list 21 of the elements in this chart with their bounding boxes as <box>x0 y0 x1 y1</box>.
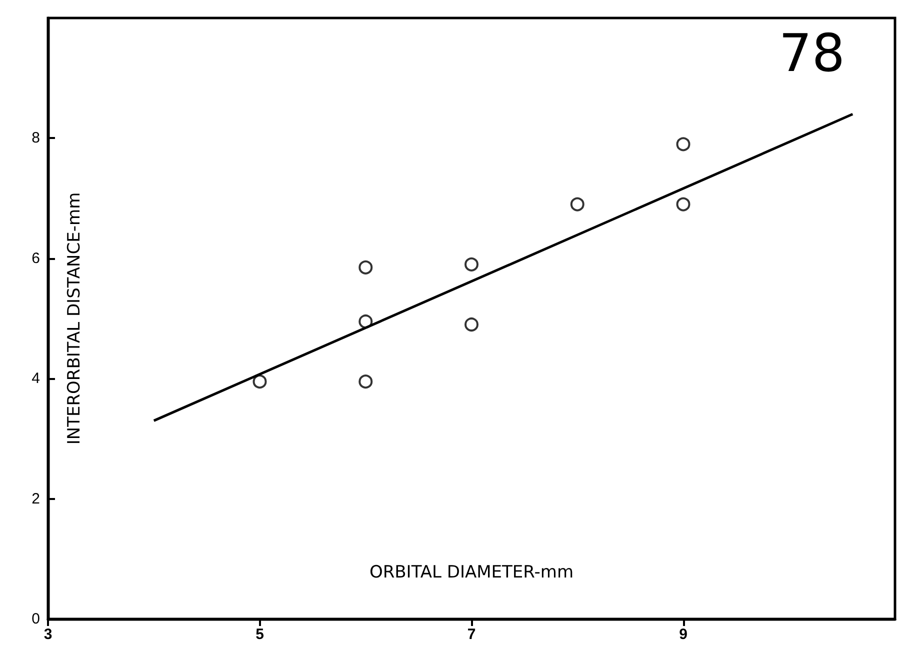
y-tick-label: 6 <box>32 250 40 267</box>
y-axis-title: INTERORBITAL DISTANCE-mm <box>64 192 84 445</box>
y-tick-label: 4 <box>32 370 40 388</box>
point <box>358 260 373 274</box>
point <box>676 197 690 212</box>
x-axis-title: ORBITAL DIAMETER-mm <box>369 562 574 582</box>
y-tick-label: 8 <box>32 130 40 147</box>
x-tick-label: 3 <box>44 626 52 643</box>
point <box>358 374 373 389</box>
x-tick-label: 7 <box>467 626 476 643</box>
point <box>570 197 584 212</box>
y-tick-label: 0 <box>32 610 40 628</box>
y-tick-label: 2 <box>32 490 40 508</box>
annotation: 78 <box>778 24 846 84</box>
point <box>464 257 478 272</box>
x-tick-label: 5 <box>256 626 264 643</box>
point <box>358 314 373 328</box>
point <box>464 318 478 332</box>
x-tick-label: 9 <box>679 626 688 643</box>
point <box>676 137 690 152</box>
point <box>252 374 267 389</box>
